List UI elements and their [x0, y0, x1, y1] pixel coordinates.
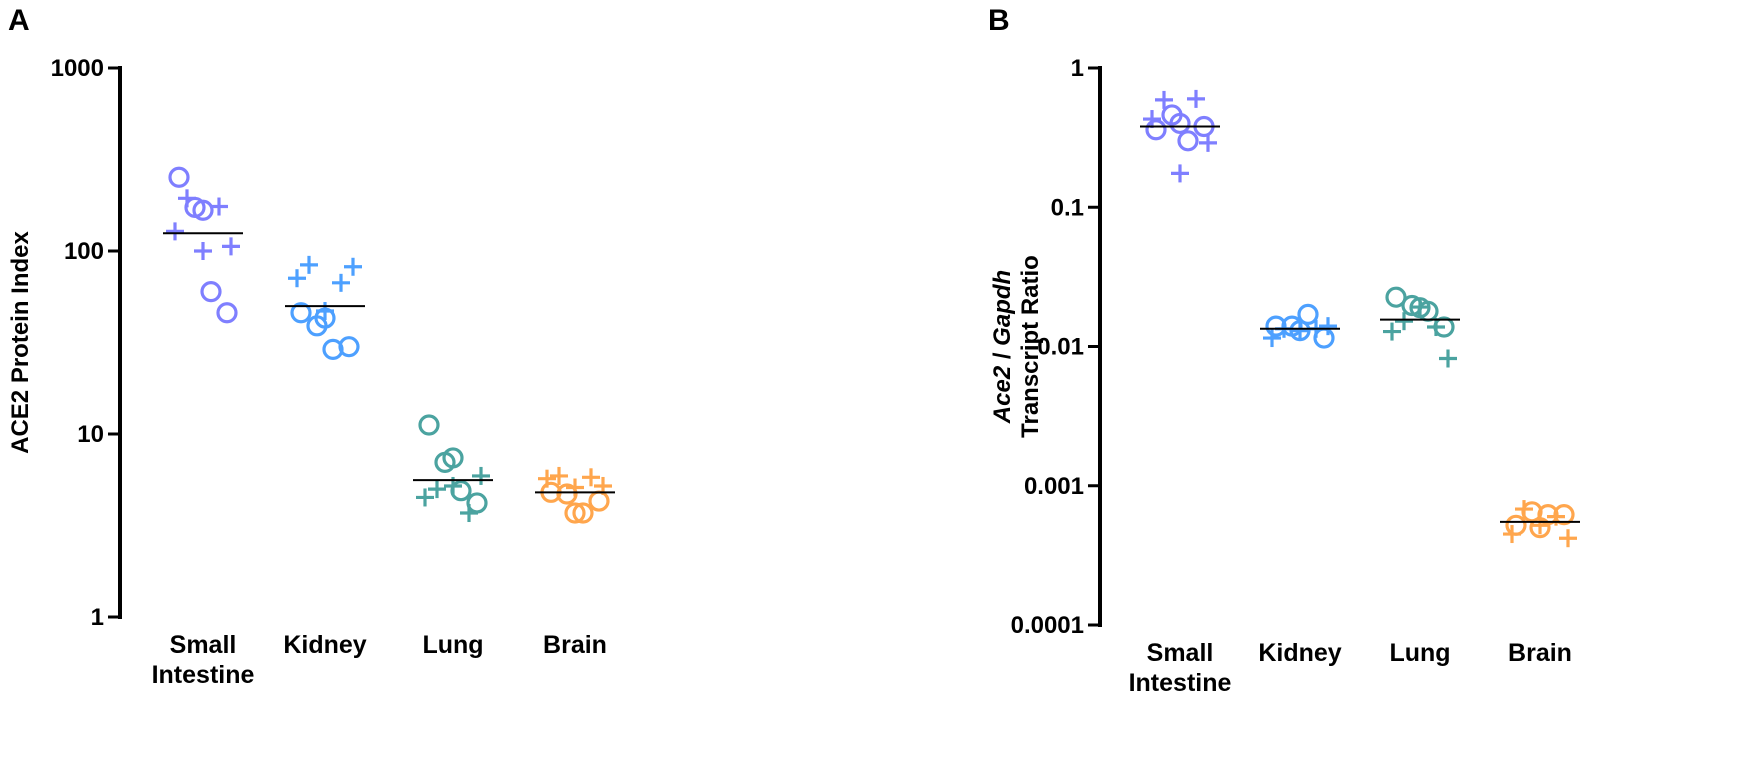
data-point-circle — [1313, 327, 1335, 349]
data-point-plus — [460, 504, 478, 523]
x-category-label: Brain — [1508, 639, 1572, 667]
data-point-circle — [1145, 119, 1167, 141]
series-lung — [1380, 286, 1460, 368]
data-point-circle — [442, 447, 464, 469]
x-category-label: Small — [1147, 639, 1214, 667]
data-point-plus — [332, 273, 350, 292]
y-tick-label: 1 — [91, 604, 104, 631]
data-point-plus — [1383, 322, 1401, 341]
data-point-plus — [1439, 349, 1457, 368]
x-category-label: Kidney — [1258, 639, 1341, 667]
y-axis-label: ACE2 Protein Index — [7, 230, 34, 453]
data-point-plus — [1171, 164, 1189, 183]
y-tick-label: 0.0001 — [1011, 612, 1084, 639]
y-tick-label: 0.1 — [1051, 194, 1084, 221]
data-point-circle — [338, 336, 360, 358]
y-tick-label: 10 — [77, 421, 104, 448]
data-point-plus — [1263, 329, 1281, 348]
x-category-label: Intestine — [1129, 669, 1232, 697]
y-axis-label-part: Ace2 — [989, 365, 1016, 424]
data-point-plus — [316, 302, 334, 321]
data-point-plus — [550, 466, 568, 485]
data-point-circle — [572, 502, 594, 524]
data-point-circle — [1297, 303, 1319, 326]
data-point-plus — [194, 242, 212, 260]
data-point-circle — [418, 414, 440, 436]
data-point-plus — [1531, 516, 1549, 535]
data-point-plus — [300, 255, 318, 274]
data-point-plus — [1427, 318, 1445, 337]
series-brain — [1500, 500, 1580, 548]
series-lung — [413, 414, 493, 523]
data-point-circle — [1177, 130, 1199, 152]
data-point-circle — [1385, 286, 1407, 308]
data-point-plus — [344, 257, 362, 276]
data-point-plus — [1319, 317, 1337, 336]
data-point-circle — [192, 199, 214, 221]
data-point-circle — [1505, 514, 1527, 536]
data-point-plus — [1199, 133, 1217, 152]
data-point-circle — [216, 302, 238, 324]
y-tick-label: 1 — [1071, 55, 1084, 82]
x-category-label: Kidney — [283, 631, 366, 659]
data-point-plus — [428, 480, 446, 499]
x-category-label: Intestine — [152, 661, 255, 689]
data-point-circle — [588, 490, 610, 512]
y-axis-label-genes: Ace2 / Gapdh — [989, 270, 1016, 424]
data-point-circle — [466, 492, 488, 514]
y-axis-label: Transcript Ratio — [1017, 255, 1044, 438]
series-brain — [535, 466, 615, 524]
x-category-label: Lung — [1389, 639, 1450, 667]
y-axis-label-part: / — [989, 346, 1016, 366]
panel-a: A 1 10 100 1000 ACE2 Protein Index SmallIntest… — [7, 4, 615, 689]
data-point-plus — [178, 189, 196, 208]
data-point-plus — [1411, 298, 1429, 317]
data-point-plus — [210, 197, 228, 216]
data-point-circle — [290, 302, 312, 324]
panel-label: A — [8, 4, 30, 37]
data-point-circle — [168, 166, 190, 188]
data-point-plus — [472, 466, 490, 485]
x-category-label: Brain — [543, 631, 607, 659]
data-point-circle — [1169, 112, 1191, 135]
data-point-plus — [566, 478, 584, 497]
series-kidney — [285, 255, 365, 360]
data-point-plus — [222, 237, 240, 256]
y-tick-label: 1000 — [51, 55, 104, 82]
data-point-plus — [288, 269, 306, 288]
series-small-intestine — [163, 166, 243, 324]
x-category-label: Lung — [422, 631, 483, 659]
panel-label: B — [988, 4, 1010, 37]
x-category-label: Small — [170, 631, 237, 659]
data-point-circle — [564, 502, 586, 524]
panel-b: B 0.0001 0.001 0.01 0.1 1 Ace2 / Gapdh Transcri… — [988, 4, 1580, 697]
data-point-plus — [1291, 321, 1309, 340]
y-tick-label: 0.001 — [1024, 473, 1084, 500]
series-kidney — [1260, 303, 1340, 349]
data-point-circle — [200, 280, 222, 303]
data-point-plus — [416, 488, 434, 507]
data-point-plus — [582, 468, 600, 487]
data-point-plus — [1395, 312, 1413, 331]
data-point-plus — [166, 222, 184, 241]
data-point-plus — [1503, 525, 1521, 544]
data-point-plus — [1143, 110, 1161, 129]
data-point-plus — [1515, 500, 1533, 519]
series-small-intestine — [1140, 89, 1220, 183]
data-point-plus — [1155, 90, 1173, 109]
y-tick-label: 0.01 — [1037, 334, 1084, 361]
data-point-plus — [538, 469, 556, 488]
data-point-plus — [1187, 89, 1205, 108]
y-tick-label: 100 — [64, 238, 104, 265]
y-axis-label-part: Gapdh — [989, 270, 1016, 346]
data-point-plus — [1559, 529, 1577, 548]
